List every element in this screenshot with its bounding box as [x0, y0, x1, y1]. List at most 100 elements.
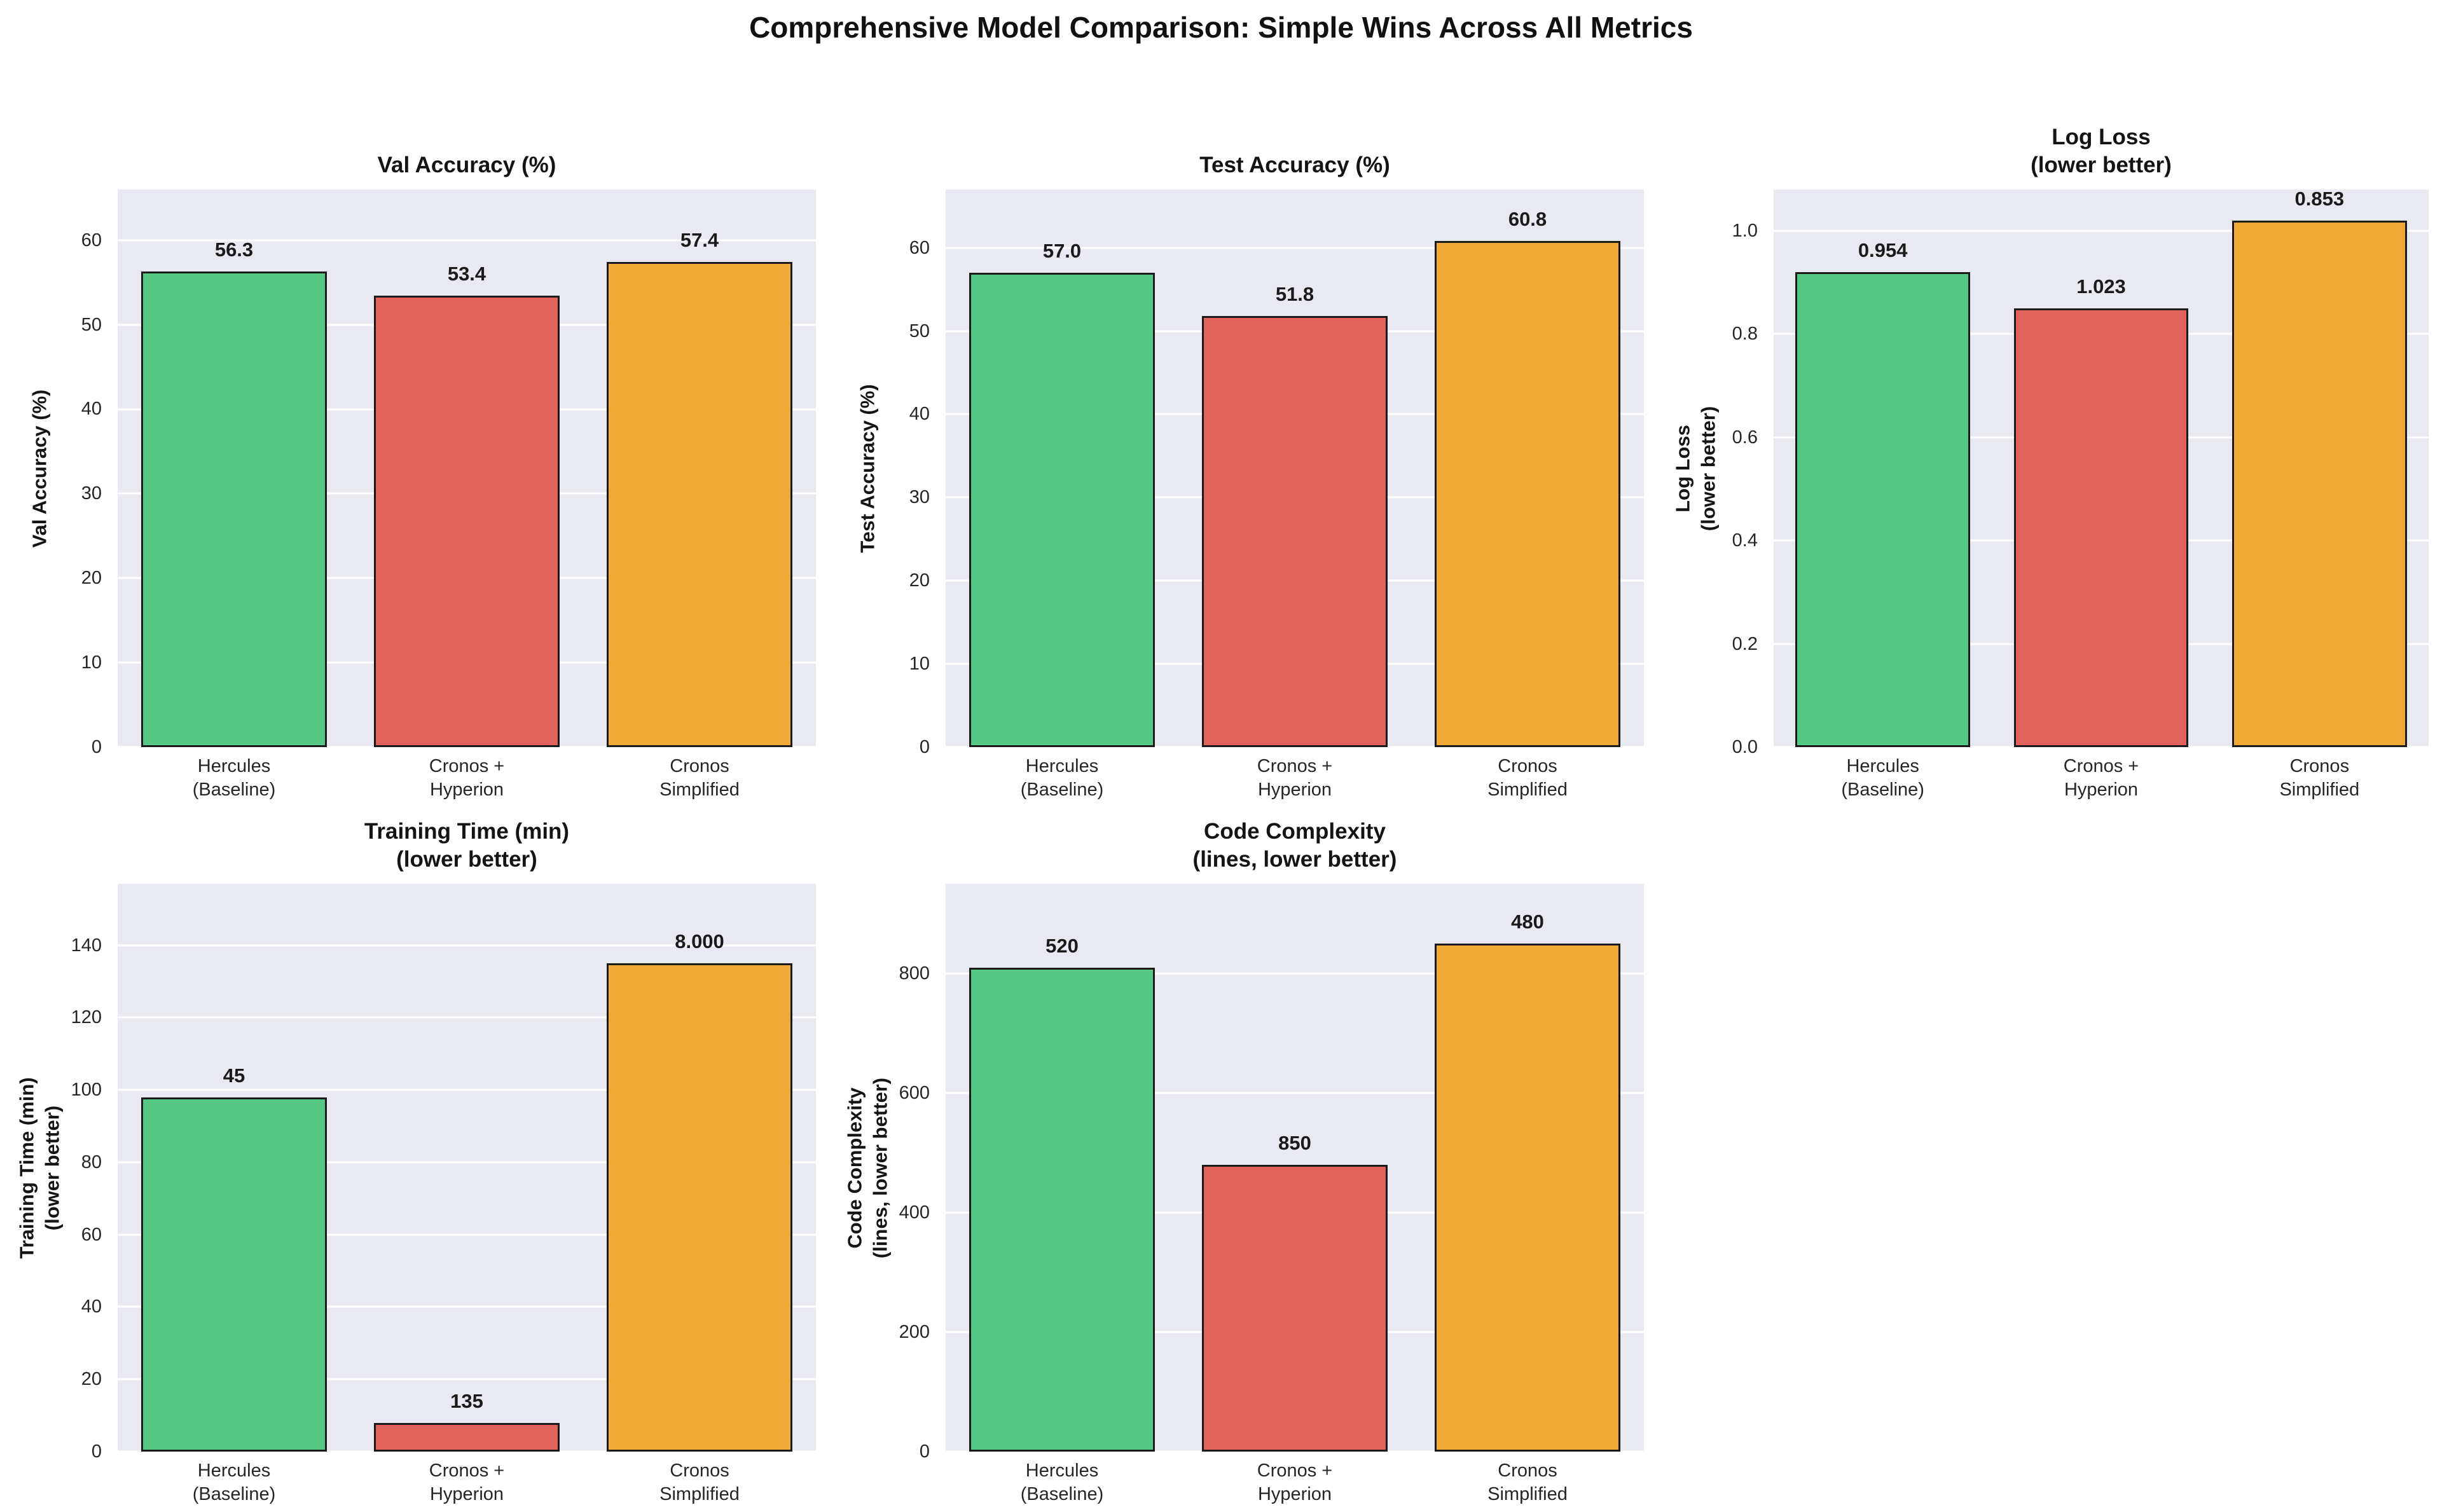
y-tick-label: 60	[909, 237, 930, 258]
bar-value-label-log-loss-cronos-hyperion: 1.023	[2076, 275, 2126, 298]
y-tick-label: 10	[909, 654, 930, 675]
bar-value-label-test-accuracy-cronos-hyperion: 51.8	[1275, 282, 1314, 305]
plot-area-training-time: 45 135 8.000	[118, 884, 816, 1453]
y-tick-label: 0.4	[1732, 530, 1758, 551]
y-tick-label: 200	[899, 1322, 930, 1342]
x-tick-label-cronos-simplified: Cronos Simplified	[1487, 756, 1568, 800]
bar-value-label-code-complexity-hercules-baseline: 520	[1045, 934, 1079, 957]
gridline	[118, 1161, 816, 1164]
x-tick-label-hercules-baseline: Hercules (Baseline)	[1841, 756, 1924, 800]
x-tick-label-hercules-baseline: Hercules (Baseline)	[1020, 1460, 1104, 1504]
y-tick-label: 30	[81, 483, 102, 504]
x-tick-label-cronos-hyperion: Cronos + Hyperion	[1257, 1460, 1333, 1504]
y-tick-label: 0	[919, 737, 930, 757]
bar-log-loss-cronos-simplified	[2232, 220, 2407, 747]
bar-value-label-code-complexity-cronos-hyperion: 850	[1278, 1131, 1311, 1154]
y-axis-label-log-loss: Log Loss (lower better)	[1671, 406, 1719, 531]
subplot-title-val-accuracy: Val Accuracy (%)	[377, 153, 556, 177]
gridline	[118, 1305, 816, 1308]
y-tick-label: 0.6	[1732, 427, 1758, 448]
y-tick-label: 1.0	[1732, 220, 1758, 241]
y-tick-label: 0	[919, 1441, 930, 1462]
bar-code-complexity-cronos-simplified	[1434, 944, 1621, 1452]
bar-training-time-cronos-simplified	[606, 963, 793, 1452]
gridline	[946, 247, 1644, 249]
subplot-title-log-loss: Log Loss (lower better)	[2031, 125, 2172, 177]
bar-value-label-test-accuracy-hercules-baseline: 57.0	[1042, 239, 1082, 262]
bar-value-label-training-time-cronos-hyperion: 135	[450, 1389, 483, 1412]
gridline	[946, 1450, 1644, 1453]
x-tick-label-cronos-hyperion: Cronos + Hyperion	[2063, 756, 2139, 800]
y-tick-label: 120	[71, 1007, 102, 1028]
gridline	[1774, 746, 2429, 748]
gridline	[118, 1378, 816, 1380]
y-tick-label: 20	[909, 570, 930, 591]
x-tick-label-hercules-baseline: Hercules (Baseline)	[192, 756, 276, 800]
x-tick-label-hercules-baseline: Hercules (Baseline)	[192, 1460, 276, 1504]
figure-title: Comprehensive Model Comparison: Simple W…	[749, 11, 1693, 44]
y-tick-label: 0.2	[1732, 633, 1758, 654]
y-tick-label: 800	[899, 963, 930, 984]
bar-value-label-val-accuracy-hercules-baseline: 56.3	[214, 238, 254, 261]
bar-value-label-val-accuracy-cronos-hyperion: 53.4	[447, 263, 486, 285]
x-tick-label-cronos-simplified: Cronos Simplified	[2279, 756, 2360, 800]
bar-value-label-log-loss-hercules-baseline: 0.954	[1858, 238, 1908, 261]
y-tick-label: 40	[909, 404, 930, 425]
plot-area-val-accuracy: 56.3 53.4 57.4	[118, 189, 816, 748]
plot-area-code-complexity: 520 850 480	[946, 884, 1644, 1453]
bar-val-accuracy-cronos-hyperion	[373, 296, 560, 747]
bar-log-loss-cronos-hyperion	[2013, 308, 2189, 747]
bar-value-label-training-time-hercules-baseline: 45	[223, 1064, 245, 1087]
bar-test-accuracy-cronos-simplified	[1434, 241, 1621, 747]
y-tick-label: 0	[91, 737, 102, 757]
y-tick-label: 10	[81, 652, 102, 673]
gridline	[118, 1016, 816, 1019]
x-tick-label-cronos-simplified: Cronos Simplified	[659, 1460, 740, 1504]
gridline	[946, 1092, 1644, 1094]
x-tick-label-cronos-simplified: Cronos Simplified	[1487, 1460, 1568, 1504]
y-tick-label: 20	[81, 1369, 102, 1390]
gridline	[118, 944, 816, 947]
x-tick-label-hercules-baseline: Hercules (Baseline)	[1020, 756, 1104, 800]
y-tick-label: 400	[899, 1202, 930, 1223]
y-tick-label: 60	[81, 230, 102, 251]
gridline	[946, 746, 1644, 748]
bar-value-label-code-complexity-cronos-simplified: 480	[1511, 911, 1544, 933]
y-tick-label: 0.8	[1732, 324, 1758, 345]
x-tick-label-cronos-hyperion: Cronos + Hyperion	[429, 1460, 505, 1504]
bar-value-label-log-loss-cronos-simplified: 0.853	[2294, 187, 2345, 210]
bar-training-time-cronos-hyperion	[373, 1422, 560, 1452]
subplot-title-test-accuracy: Test Accuracy (%)	[1199, 153, 1390, 177]
gridline	[1774, 230, 2429, 232]
plot-area-log-loss: 0.954 1.023 0.853	[1774, 187, 2429, 748]
gridline	[118, 1234, 816, 1236]
y-tick-label: 20	[81, 568, 102, 589]
y-tick-label: 40	[81, 1296, 102, 1317]
x-tick-label-cronos-hyperion: Cronos + Hyperion	[429, 756, 505, 800]
gridline	[946, 972, 1644, 975]
bar-val-accuracy-hercules-baseline	[141, 271, 328, 747]
bar-test-accuracy-cronos-hyperion	[1201, 315, 1388, 747]
gridline	[118, 239, 816, 242]
bar-code-complexity-hercules-baseline	[969, 967, 1155, 1452]
y-tick-label: 30	[909, 487, 930, 508]
y-tick-label: 100	[71, 1080, 102, 1101]
bar-log-loss-hercules-baseline	[1795, 271, 1970, 747]
gridline	[118, 1089, 816, 1091]
bar-code-complexity-cronos-hyperion	[1201, 1164, 1388, 1452]
gridline	[118, 746, 816, 748]
gridline	[118, 1450, 816, 1453]
y-tick-label: 50	[909, 320, 930, 341]
y-tick-label: 50	[81, 314, 102, 335]
bar-value-label-training-time-cronos-simplified: 8.000	[675, 930, 724, 953]
bar-val-accuracy-cronos-simplified	[606, 262, 793, 747]
y-tick-label: 0.0	[1732, 737, 1758, 757]
y-tick-label: 40	[81, 399, 102, 420]
bar-value-label-test-accuracy-cronos-simplified: 60.8	[1508, 208, 1547, 231]
bar-training-time-hercules-baseline	[141, 1097, 328, 1452]
x-tick-label-cronos-simplified: Cronos Simplified	[659, 756, 740, 800]
bar-value-label-val-accuracy-cronos-simplified: 57.4	[680, 229, 719, 252]
subplot-title-training-time: Training Time (min) (lower better)	[364, 819, 570, 872]
y-tick-label: 60	[81, 1224, 102, 1245]
